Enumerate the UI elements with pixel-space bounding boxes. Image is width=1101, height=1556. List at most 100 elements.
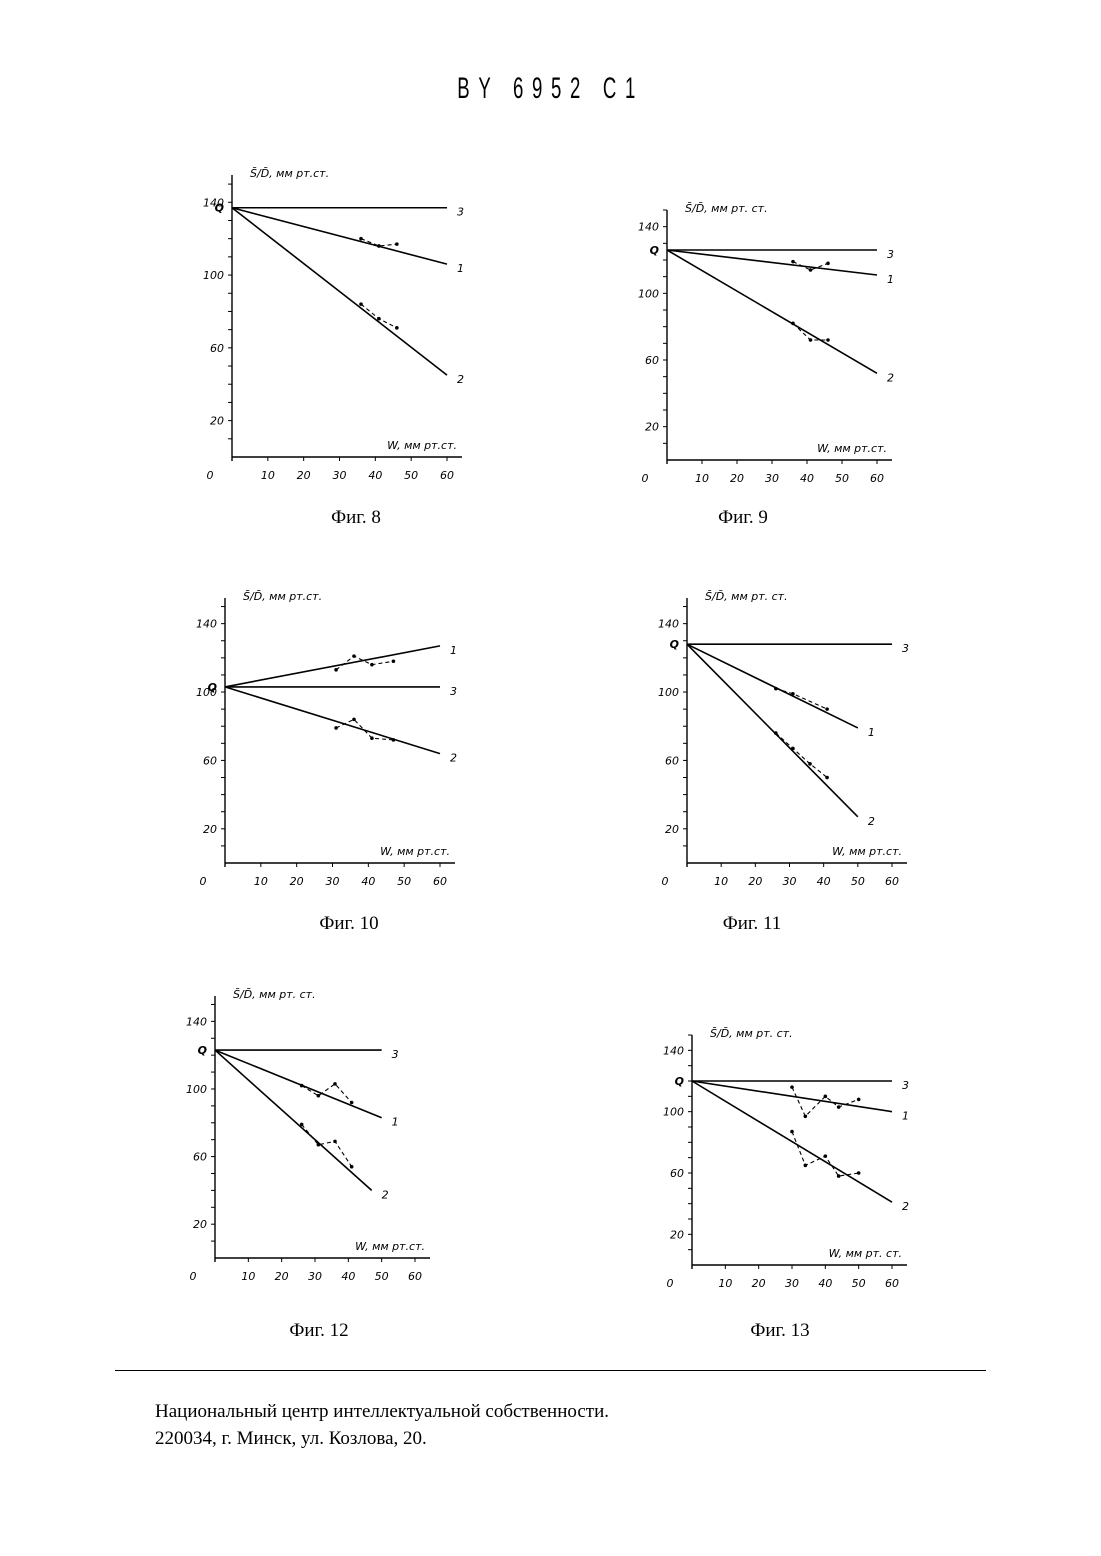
data-point	[790, 1130, 794, 1134]
data-point	[790, 1085, 794, 1089]
q-label: Q	[650, 244, 659, 257]
measured-series-4	[793, 323, 828, 340]
document-number: BY 6952 C1	[209, 72, 892, 106]
data-point	[825, 776, 829, 780]
data-point	[317, 1143, 321, 1147]
data-point	[370, 663, 374, 667]
data-point	[300, 1084, 304, 1088]
x-tick-label: 40	[800, 472, 814, 485]
y-tick-label: 100	[638, 287, 659, 300]
series-label-1: 1	[887, 273, 894, 286]
measured-series-4	[776, 733, 827, 777]
figure-13: 20601001401020304050600QS̄/D̄, мм рт. ст…	[650, 1015, 940, 1305]
x-tick-label: 60	[885, 875, 899, 888]
chart-fig11: 20601001401020304050600QS̄/D̄, мм рт. ст…	[625, 590, 915, 900]
data-point	[333, 1140, 337, 1144]
x-tick-label: 20	[275, 1270, 289, 1283]
data-point	[824, 1095, 828, 1099]
x-tick-label: 30	[308, 1270, 322, 1283]
x-tick-label: 50	[375, 1270, 389, 1283]
series-line-2	[667, 250, 877, 373]
series-line-1	[215, 1050, 382, 1118]
origin-label: 0	[200, 875, 207, 888]
data-point	[359, 302, 363, 306]
figure-12: 20601001401020304050600QS̄/D̄, мм рт. ст…	[175, 990, 445, 1300]
x-tick-label: 60	[408, 1270, 422, 1283]
x-tick-label: 50	[404, 469, 418, 482]
origin-label: 0	[662, 875, 669, 888]
y-tick-label: 20	[203, 823, 217, 836]
data-point	[857, 1098, 861, 1102]
caption-fig8: Фиг. 8	[256, 507, 456, 529]
y-tick-label: 20	[645, 421, 659, 434]
y-axis-label: S̄/D̄, мм рт. ст.	[233, 988, 316, 1001]
x-tick-label: 20	[290, 875, 304, 888]
data-point	[334, 726, 338, 730]
series-label-1: 1	[902, 1110, 909, 1123]
data-point	[826, 338, 830, 342]
data-point	[377, 317, 381, 321]
series-label-3: 3	[902, 1079, 909, 1092]
q-label: Q	[208, 681, 217, 694]
data-point	[857, 1171, 861, 1175]
q-label: Q	[675, 1075, 684, 1088]
data-point	[359, 237, 363, 241]
y-tick-label: 20	[210, 415, 224, 428]
series-label-3: 3	[450, 685, 457, 698]
y-axis-label: S̄/D̄, мм рт. ст.	[710, 1027, 793, 1040]
x-tick-label: 50	[835, 472, 849, 485]
data-point	[825, 707, 829, 711]
series-line-2	[692, 1081, 892, 1202]
x-tick-label: 40	[817, 875, 831, 888]
x-tick-label: 10	[714, 875, 728, 888]
x-tick-label: 30	[765, 472, 779, 485]
origin-label: 0	[207, 469, 214, 482]
x-tick-label: 10	[241, 1270, 255, 1283]
data-point	[826, 262, 830, 266]
chart-fig12: 20601001401020304050600QS̄/D̄, мм рт. ст…	[175, 990, 445, 1300]
y-tick-label: 60	[210, 342, 224, 355]
y-axis-label: S̄/D̄, мм рт. ст.	[705, 590, 788, 603]
series-line-2	[232, 208, 447, 375]
figure-11: 20601001401020304050600QS̄/D̄, мм рт. ст…	[625, 590, 915, 900]
y-tick-label: 140	[663, 1044, 684, 1057]
x-tick-label: 30	[326, 875, 340, 888]
x-tick-label: 10	[261, 469, 275, 482]
series-label-2: 2	[457, 373, 464, 386]
x-tick-label: 60	[870, 472, 884, 485]
y-tick-label: 20	[665, 823, 679, 836]
series-label-1: 1	[450, 644, 457, 657]
q-label: Q	[670, 638, 679, 651]
y-tick-label: 20	[670, 1228, 684, 1241]
series-label-3: 3	[887, 248, 894, 261]
y-axis-label: S̄/D̄, мм рт. ст.	[685, 202, 768, 215]
data-point	[804, 1114, 808, 1118]
origin-label: 0	[642, 472, 649, 485]
data-point	[774, 731, 778, 735]
x-axis-label: W, мм рт. ст.	[829, 1247, 902, 1260]
caption-fig9: Фиг. 9	[643, 507, 843, 529]
caption-fig12: Фиг. 12	[219, 1320, 419, 1342]
y-axis-label: S̄/D̄, мм рт.ст.	[243, 590, 322, 603]
data-point	[804, 1164, 808, 1168]
data-point	[352, 718, 356, 722]
chart-fig13: 20601001401020304050600QS̄/D̄, мм рт. ст…	[650, 1015, 940, 1305]
series-label-3: 3	[457, 206, 464, 219]
y-tick-label: 60	[645, 354, 659, 367]
series-line-2	[215, 1050, 372, 1190]
series-label-2: 2	[902, 1200, 909, 1213]
y-tick-label: 100	[186, 1083, 207, 1096]
x-tick-label: 40	[341, 1270, 355, 1283]
x-tick-label: 50	[852, 1277, 866, 1290]
x-tick-label: 20	[752, 1277, 766, 1290]
x-axis-label: W, мм рт.ст.	[387, 439, 457, 452]
series-line-1	[667, 250, 877, 275]
x-axis-label: W, мм рт.ст.	[817, 442, 887, 455]
x-tick-label: 40	[368, 469, 382, 482]
publisher-name: Национальный центр интеллектуальной собс…	[155, 1398, 609, 1425]
y-tick-label: 100	[663, 1106, 684, 1119]
y-tick-label: 60	[670, 1167, 684, 1180]
y-tick-label: 100	[203, 269, 224, 282]
data-point	[333, 1082, 337, 1086]
x-tick-label: 20	[730, 472, 744, 485]
